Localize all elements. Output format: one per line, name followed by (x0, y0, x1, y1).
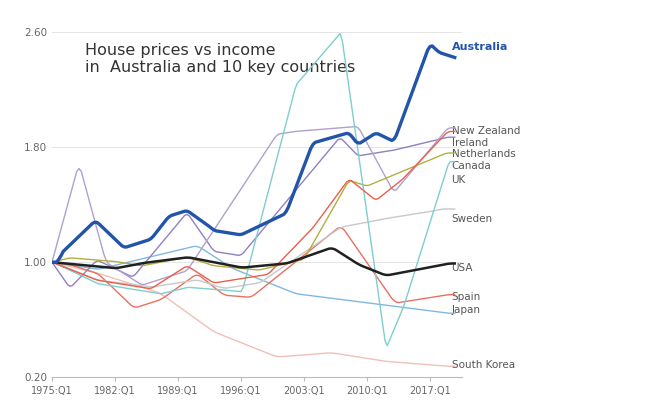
Text: Australia: Australia (452, 41, 508, 52)
Text: USA: USA (452, 263, 473, 273)
Text: Sweden: Sweden (452, 214, 493, 224)
Text: Canada: Canada (452, 161, 491, 171)
Text: New Zealand: New Zealand (452, 127, 520, 137)
Text: Ireland: Ireland (452, 138, 488, 148)
Text: House prices vs income
in  Australia and 10 key countries: House prices vs income in Australia and … (84, 43, 355, 75)
Text: Japan: Japan (452, 305, 480, 315)
Text: UK: UK (452, 175, 466, 185)
Text: Spain: Spain (452, 292, 481, 302)
Text: Netherlands: Netherlands (452, 150, 515, 160)
Text: South Korea: South Korea (452, 360, 515, 370)
